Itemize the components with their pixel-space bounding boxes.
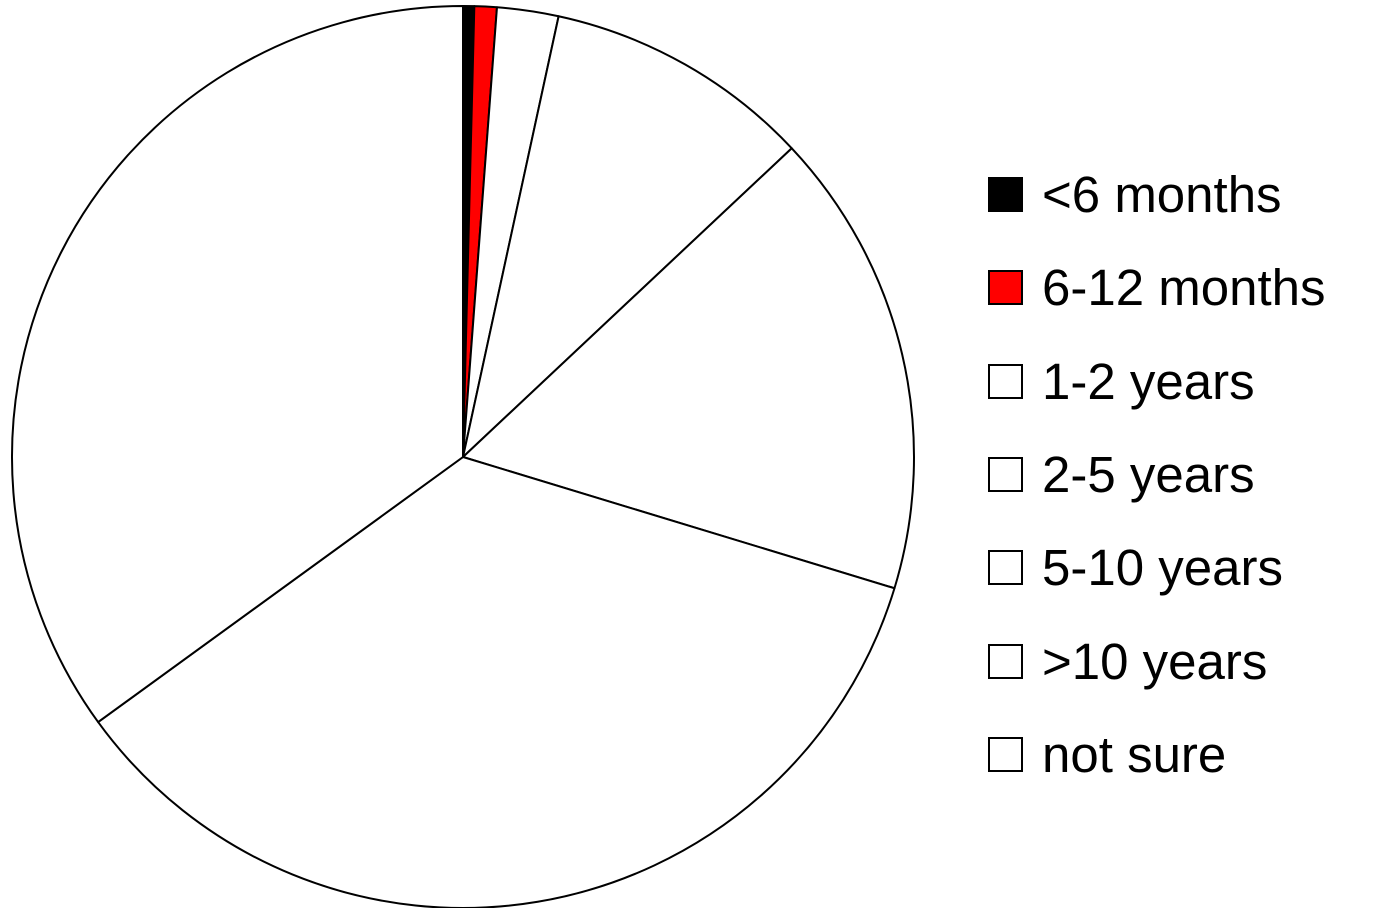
- legend-item-not-sure: not sure: [988, 708, 1378, 801]
- legend-item-gt-10-years: >10 years: [988, 614, 1378, 707]
- legend-swatch: [988, 363, 1023, 399]
- legend-label: not sure: [1042, 725, 1227, 783]
- legend-swatch: [988, 643, 1023, 679]
- pie-slice-5-10-years: [462, 147, 915, 590]
- legend-swatch: [988, 550, 1023, 586]
- pie-slice-gt-10-years: [97, 456, 896, 908]
- pie-slice-not-sure: [11, 5, 464, 724]
- legend-label: 1-2 years: [1042, 352, 1255, 410]
- legend-item-6-12-months: 6-12 months: [988, 241, 1378, 334]
- legend-swatch: [988, 270, 1023, 306]
- legend-swatch: [988, 736, 1023, 772]
- legend-swatch: [988, 457, 1023, 493]
- legend-label: 6-12 months: [1042, 259, 1326, 317]
- legend-item-lt-6-months: <6 months: [988, 148, 1378, 241]
- legend-label: >10 years: [1042, 632, 1268, 690]
- legend-item-1-2-years: 1-2 years: [988, 335, 1378, 428]
- legend-item-5-10-years: 5-10 years: [988, 521, 1378, 614]
- legend-label: 5-10 years: [1042, 539, 1283, 597]
- pie-slice-2-5-years: [462, 15, 793, 458]
- legend: <6 months 6-12 months 1-2 years 2-5 year…: [988, 148, 1378, 801]
- legend-swatch: [988, 177, 1023, 213]
- pie-plot-area: [11, 4, 915, 908]
- legend-label: 2-5 years: [1042, 446, 1255, 504]
- legend-label: <6 months: [1042, 166, 1282, 224]
- legend-item-2-5-years: 2-5 years: [988, 428, 1378, 521]
